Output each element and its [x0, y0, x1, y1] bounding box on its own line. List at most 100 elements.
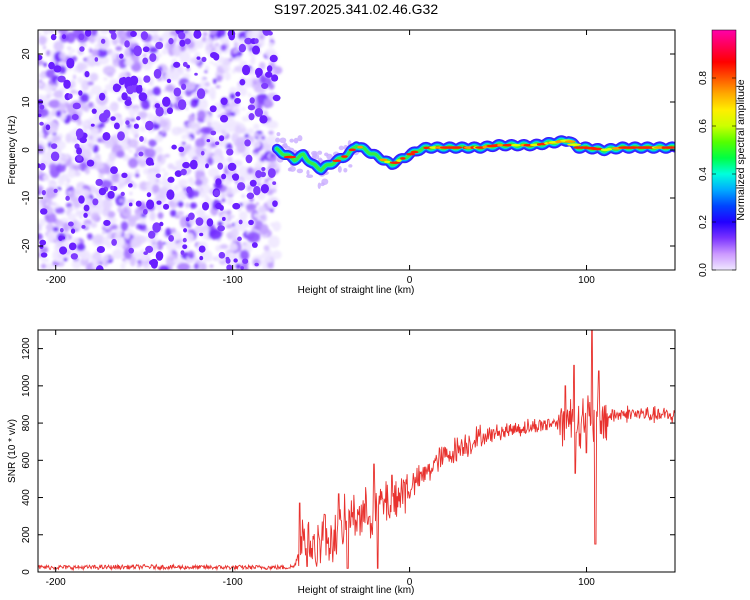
noise-blob-strong — [39, 104, 45, 110]
ridge-scatter — [279, 137, 287, 144]
noise-blob — [241, 194, 246, 199]
noise-blob-strong — [111, 238, 117, 246]
noise-blob — [46, 50, 51, 57]
noise-blob — [229, 242, 238, 252]
noise-blob — [122, 142, 127, 147]
ridge-scatter — [324, 152, 329, 157]
noise-blob — [157, 212, 164, 220]
noise-blob-strong — [269, 54, 278, 63]
noise-blob-strong — [173, 87, 182, 97]
noise-blob-strong — [193, 30, 202, 39]
noise-blob — [43, 84, 54, 93]
noise-blob — [241, 107, 246, 111]
noise-blob — [67, 190, 71, 195]
noise-blob — [246, 231, 261, 243]
noise-blob-strong — [68, 242, 77, 251]
noise-blob — [193, 263, 200, 270]
noise-blob-strong — [38, 163, 41, 169]
noise-blob-strong — [238, 219, 243, 225]
noise-blob — [228, 157, 233, 163]
noise-blob — [42, 30, 51, 35]
noise-blob — [176, 210, 184, 217]
noise-blob-strong — [79, 46, 85, 52]
spectrogram-x-tick-label: 100 — [578, 275, 595, 286]
noise-blob — [91, 114, 101, 126]
noise-blob — [38, 31, 42, 37]
noise-blob — [186, 67, 191, 72]
noise-blob — [70, 89, 77, 95]
noise-blob-strong — [182, 61, 188, 67]
noise-blob-strong — [174, 170, 183, 178]
noise-blob — [47, 179, 51, 183]
noise-blob — [91, 252, 102, 261]
noise-blob — [170, 209, 177, 217]
noise-blob-strong — [72, 102, 81, 110]
noise-blob-strong — [95, 265, 104, 270]
noise-blob — [38, 131, 42, 139]
noise-blob — [148, 46, 159, 54]
noise-blob — [88, 72, 99, 82]
snr-panel: -200 -100 0 100 0 200 400 600 800 1000 1200 Heigh… — [7, 329, 676, 596]
noise-blob-strong — [191, 161, 197, 168]
noise-blob-strong — [143, 75, 151, 83]
noise-blob — [64, 176, 69, 182]
noise-blob — [39, 195, 53, 207]
noise-blob — [79, 215, 83, 220]
noise-blob — [38, 153, 41, 157]
noise-blob-strong — [140, 31, 149, 40]
noise-blob — [207, 157, 214, 166]
noise-blob — [170, 227, 176, 234]
noise-blob-strong — [194, 72, 198, 76]
noise-blob — [75, 210, 81, 217]
snr-y-tick-label: 600 — [21, 452, 32, 469]
noise-blob — [268, 42, 274, 48]
noise-blob — [134, 173, 140, 178]
noise-blob-strong — [118, 77, 126, 86]
noise-blob-strong — [90, 123, 95, 127]
noise-blob — [264, 178, 269, 182]
noise-blob — [246, 183, 249, 188]
noise-blob — [143, 148, 156, 159]
noise-blob — [241, 116, 248, 122]
snr-y-tick-label: 200 — [21, 526, 32, 543]
noise-blob — [209, 43, 213, 48]
noise-blob — [102, 207, 109, 217]
noise-blob-strong — [178, 32, 186, 40]
noise-blob — [109, 74, 113, 78]
noise-blob-strong — [59, 227, 64, 233]
noise-blob — [184, 232, 195, 243]
spectrogram-x-tick-label: -200 — [46, 275, 66, 286]
noise-blob — [77, 76, 84, 84]
noise-blob-strong — [247, 104, 256, 111]
noise-blob — [233, 41, 239, 49]
noise-blob — [49, 30, 55, 34]
noise-blob — [161, 176, 167, 181]
noise-blob — [149, 211, 156, 222]
ridge-scatter — [276, 132, 281, 137]
noise-blob — [167, 67, 177, 78]
noise-blob — [194, 224, 206, 235]
noise-blob-strong — [241, 64, 251, 76]
noise-blob — [116, 231, 123, 236]
noise-blob-strong — [253, 185, 261, 196]
noise-blob — [173, 258, 178, 264]
noise-blob — [87, 101, 94, 109]
noise-blob-strong — [217, 225, 225, 232]
noise-blob — [110, 224, 118, 230]
noise-blob-strong — [239, 79, 246, 86]
noise-blob — [91, 48, 99, 57]
noise-blob — [188, 253, 195, 259]
noise-blob — [56, 240, 63, 248]
noise-blob — [38, 82, 43, 87]
colorbar-tick-label: 0.4 — [698, 167, 709, 181]
noise-blob-strong — [173, 61, 181, 68]
spectrogram-y-tick-label: -10 — [21, 190, 32, 205]
noise-blob — [226, 123, 236, 133]
noise-blob — [263, 98, 273, 108]
noise-blob — [268, 162, 277, 169]
noise-blob — [164, 153, 171, 158]
noise-blob-strong — [124, 40, 130, 48]
noise-blob — [176, 262, 191, 270]
noise-blob — [42, 174, 50, 182]
